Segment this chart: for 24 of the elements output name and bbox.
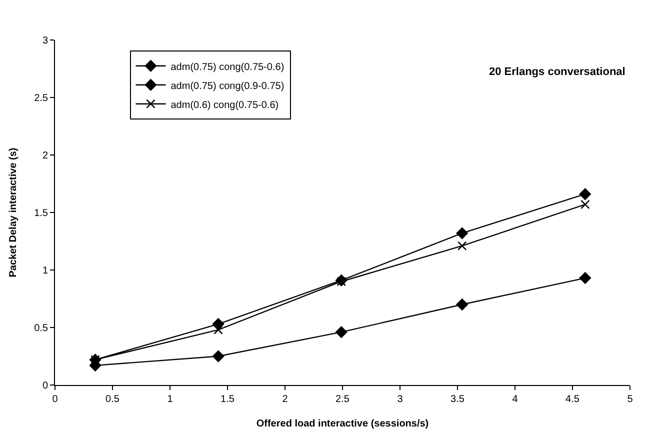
legend-label: adm(0.75) cong(0.75-0.6) — [170, 62, 284, 73]
y-axis-title: Packet Delay interactive (s) — [8, 148, 20, 278]
x-tick-label: 1 — [167, 394, 174, 405]
y-tick-label: 2.5 — [34, 93, 48, 104]
x-tick-label: 2 — [282, 394, 288, 405]
annotation: 20 Erlangs conversational — [489, 66, 626, 78]
x-tick-label: 1.5 — [220, 394, 235, 405]
x-tick-label: 3.5 — [450, 394, 465, 405]
x-tick-label: 4.5 — [566, 394, 580, 405]
x-tick-label: 0 — [52, 394, 58, 405]
y-tick-label: 1.5 — [34, 208, 48, 219]
x-tick-label: 2.5 — [336, 394, 350, 405]
y-tick-label: 2 — [42, 150, 48, 162]
y-tick-label: 0.5 — [34, 323, 48, 334]
x-tick-label: 5 — [627, 394, 634, 405]
legend-label: adm(0.6) cong(0.75-0.6) — [170, 100, 279, 111]
x-tick-label: 0.5 — [106, 394, 120, 405]
x-tick-label: 3 — [397, 394, 404, 405]
x-tick-label: 4 — [512, 394, 518, 405]
y-tick-label: 0 — [42, 380, 48, 392]
legend-label: adm(0.75) cong(0.9-0.75) — [170, 80, 284, 92]
y-tick-label: 3 — [42, 36, 48, 46]
y-tick-label: 1 — [42, 266, 48, 276]
x-axis-title: Offered load interactive (sessions/s) — [256, 418, 429, 430]
